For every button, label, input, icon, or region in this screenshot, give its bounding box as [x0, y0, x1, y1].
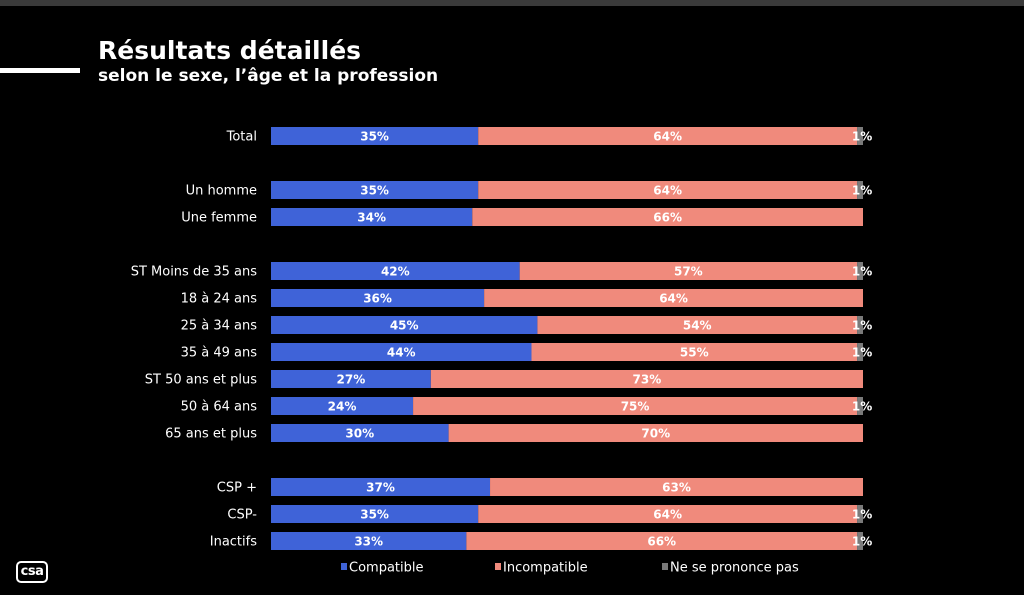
category-label-inactifs: Inactifs: [210, 535, 257, 550]
bar-incompatible-st-moins-de-35-ans: [519, 262, 858, 280]
value-label-compatible-18-a-24-ans: 36%: [363, 292, 392, 306]
category-label-25-a-34-ans: 25 à 34 ans: [181, 319, 258, 334]
bar-ne-se-prononce-pas-inactifs: [857, 532, 863, 550]
bar-compatible-50-a-64-ans: [271, 397, 414, 415]
legend-label-incompatible: Incompatible: [503, 561, 588, 576]
value-label-incompatible-65-ans-et-plus: 70%: [641, 427, 670, 441]
top-bar: [0, 0, 1024, 6]
bar-incompatible-35-a-49-ans: [531, 343, 858, 361]
bar-ne-se-prononce-pas-50-a-64-ans: [857, 397, 863, 415]
value-label-compatible-csp: 35%: [360, 508, 389, 522]
value-label-ne-se-prononce-pas-st-moins-de-35-ans: 1%: [852, 265, 872, 279]
bar-compatible-total: [271, 127, 479, 145]
value-label-ne-se-prononce-pas-un-homme: 1%: [852, 184, 872, 198]
value-label-ne-se-prononce-pas-inactifs: 1%: [852, 535, 872, 549]
value-label-compatible-st-moins-de-35-ans: 42%: [381, 265, 410, 279]
legend-swatch-compatible: [341, 563, 347, 570]
bar-ne-se-prononce-pas-csp: [857, 505, 863, 523]
category-label-une-femme: Une femme: [181, 211, 257, 226]
bar-compatible-csp: [271, 478, 491, 496]
bar-incompatible-65-ans-et-plus: [448, 424, 863, 442]
bar-compatible-un-homme: [271, 181, 479, 199]
value-label-compatible-une-femme: 34%: [357, 211, 386, 225]
category-label-csp: CSP +: [217, 481, 257, 496]
value-label-compatible-25-a-34-ans: 45%: [390, 319, 419, 333]
category-label-18-a-24-ans: 18 à 24 ans: [181, 292, 258, 307]
legend-label-ne-se-prononce-pas: Ne se prononce pas: [670, 561, 799, 576]
value-label-compatible-csp: 37%: [366, 481, 395, 495]
category-label-st-moins-de-35-ans: ST Moins de 35 ans: [131, 265, 258, 280]
bar-compatible-18-a-24-ans: [271, 289, 485, 307]
value-label-compatible-50-a-64-ans: 24%: [328, 400, 357, 414]
bar-incompatible-total: [478, 127, 858, 145]
value-label-incompatible-csp: 63%: [662, 481, 691, 495]
bar-incompatible-18-a-24-ans: [484, 289, 863, 307]
bar-ne-se-prononce-pas-35-a-49-ans: [857, 343, 863, 361]
bar-incompatible-une-femme: [472, 208, 863, 226]
value-label-incompatible-csp: 64%: [653, 508, 682, 522]
category-label-50-a-64-ans: 50 à 64 ans: [181, 400, 258, 415]
category-label-st-50-ans-et-plus: ST 50 ans et plus: [145, 373, 257, 388]
bar-ne-se-prononce-pas-st-moins-de-35-ans: [857, 262, 863, 280]
value-label-ne-se-prononce-pas-35-a-49-ans: 1%: [852, 346, 872, 360]
category-label-35-a-49-ans: 35 à 49 ans: [181, 346, 258, 361]
bar-ne-se-prononce-pas-un-homme: [857, 181, 863, 199]
bar-compatible-st-moins-de-35-ans: [271, 262, 520, 280]
value-label-incompatible-50-a-64-ans: 75%: [621, 400, 650, 414]
value-label-ne-se-prononce-pas-total: 1%: [852, 130, 872, 144]
value-label-incompatible-un-homme: 64%: [653, 184, 682, 198]
value-label-compatible-35-a-49-ans: 44%: [387, 346, 416, 360]
title-accent-line: [0, 68, 80, 73]
bar-incompatible-25-a-34-ans: [537, 316, 858, 334]
bar-compatible-65-ans-et-plus: [271, 424, 449, 442]
value-label-incompatible-18-a-24-ans: 64%: [659, 292, 688, 306]
bar-ne-se-prononce-pas-total: [857, 127, 863, 145]
bar-compatible-25-a-34-ans: [271, 316, 538, 334]
category-label-65-ans-et-plus: 65 ans et plus: [165, 427, 257, 442]
category-label-csp: CSP-: [227, 508, 257, 523]
bar-compatible-35-a-49-ans: [271, 343, 532, 361]
bar-incompatible-csp: [490, 478, 863, 496]
value-label-incompatible-une-femme: 66%: [653, 211, 682, 225]
value-label-ne-se-prononce-pas-25-a-34-ans: 1%: [852, 319, 872, 333]
bar-compatible-csp: [271, 505, 479, 523]
bar-incompatible-inactifs: [466, 532, 858, 550]
value-label-incompatible-st-50-ans-et-plus: 73%: [633, 373, 662, 387]
bar-compatible-st-50-ans-et-plus: [271, 370, 431, 388]
value-label-compatible-65-ans-et-plus: 30%: [345, 427, 374, 441]
bar-ne-se-prononce-pas-25-a-34-ans: [857, 316, 863, 334]
bar-incompatible-csp: [478, 505, 858, 523]
csa-logo: csa: [16, 561, 48, 583]
legend-swatch-incompatible: [495, 563, 501, 570]
legend-swatch-ne-se-prononce-pas: [662, 563, 668, 570]
value-label-incompatible-35-a-49-ans: 55%: [680, 346, 709, 360]
bar-incompatible-50-a-64-ans: [413, 397, 858, 415]
value-label-compatible-total: 35%: [360, 130, 389, 144]
page-title: Résultats détaillés: [98, 36, 362, 65]
value-label-incompatible-25-a-34-ans: 54%: [683, 319, 712, 333]
value-label-incompatible-total: 64%: [653, 130, 682, 144]
page-subtitle: selon le sexe, l’âge et la profession: [98, 66, 439, 86]
legend-label-compatible: Compatible: [349, 561, 423, 576]
bar-compatible-une-femme: [271, 208, 473, 226]
category-label-total: Total: [226, 130, 257, 145]
bar-incompatible-st-50-ans-et-plus: [430, 370, 863, 388]
bar-compatible-inactifs: [271, 532, 467, 550]
bar-incompatible-un-homme: [478, 181, 858, 199]
value-label-incompatible-inactifs: 66%: [647, 535, 676, 549]
value-label-ne-se-prononce-pas-50-a-64-ans: 1%: [852, 400, 872, 414]
value-label-compatible-inactifs: 33%: [354, 535, 383, 549]
value-label-compatible-st-50-ans-et-plus: 27%: [337, 373, 366, 387]
value-label-ne-se-prononce-pas-csp: 1%: [852, 508, 872, 522]
category-label-un-homme: Un homme: [186, 184, 257, 199]
value-label-incompatible-st-moins-de-35-ans: 57%: [674, 265, 703, 279]
value-label-compatible-un-homme: 35%: [360, 184, 389, 198]
